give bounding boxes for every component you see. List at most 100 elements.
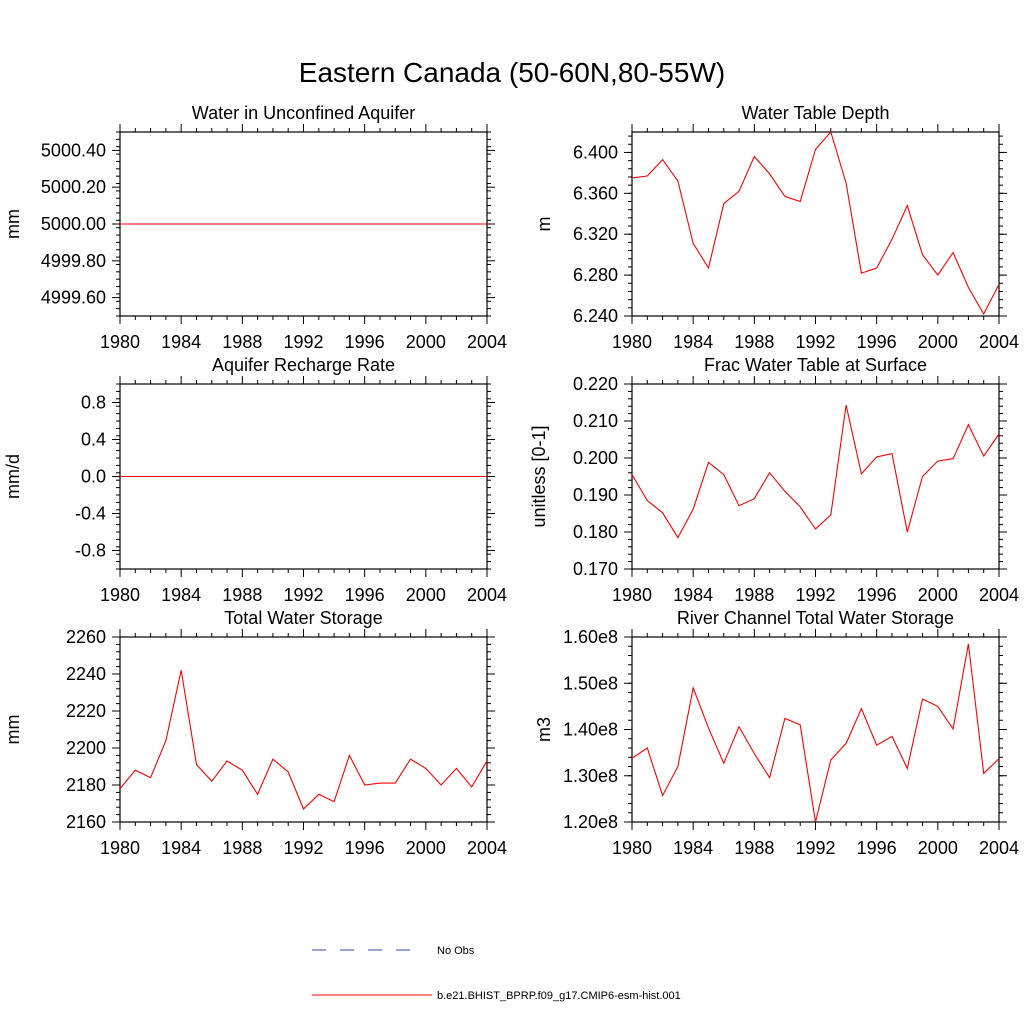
x-tick-label: 1988 (734, 585, 774, 605)
y-tick-label: 6.240 (573, 306, 618, 326)
x-tick-label: 1980 (100, 838, 140, 858)
y-tick-label: 1.40e8 (563, 720, 618, 740)
y-tick-label: 2160 (66, 812, 106, 832)
y-tick-label: 2260 (66, 627, 106, 647)
panel-title: Water Table Depth (741, 103, 889, 123)
x-tick-label: 1992 (283, 585, 323, 605)
y-tick-label: 0.8 (81, 393, 106, 413)
x-tick-label: 2000 (406, 838, 446, 858)
panel-title: Water in Unconfined Aquifer (192, 103, 415, 123)
x-tick-label: 1992 (283, 332, 323, 352)
y-axis-label: unitless [0-1] (529, 425, 549, 527)
x-tick-label: 1996 (857, 838, 897, 858)
y-tick-label: 0.210 (573, 411, 618, 431)
series-line (119, 670, 488, 810)
panel-aquifer-recharge-rate: Aquifer Recharge Rate mm/d 1980 1984 1988 199… (3, 355, 507, 605)
x-tick-label: 2004 (467, 332, 507, 352)
x-tick-label: 2000 (918, 332, 958, 352)
x-tick-label: 1984 (161, 585, 201, 605)
legend: No Obs b.e21.BHIST_BPRP.f09_g17.CMIP6-es… (312, 945, 681, 1002)
y-tick-label: 5000.00 (41, 214, 106, 234)
y-tick-label: 1.50e8 (563, 673, 618, 693)
x-tick-label: 2004 (467, 585, 507, 605)
plot-frame (631, 383, 1000, 570)
panel-title: Total Water Storage (224, 608, 382, 628)
y-axis-label: m3 (534, 717, 554, 742)
x-tick-label: 1996 (345, 585, 385, 605)
series-line (631, 130, 1000, 316)
panel-water-table-depth: Water Table Depth m 1980 1984 1988 1992 1996 20… (534, 103, 1019, 352)
x-tick-label: 1988 (222, 585, 262, 605)
y-axis-label: mm/d (3, 454, 23, 499)
x-tick-label: 1984 (673, 332, 713, 352)
legend-label-no-obs: No Obs (437, 945, 475, 957)
y-tick-label: 1.20e8 (563, 812, 618, 832)
y-tick-label: 5000.40 (41, 140, 106, 160)
x-tick-label: 1988 (222, 838, 262, 858)
x-tick-label: 2004 (979, 838, 1019, 858)
panel-title: Aquifer Recharge Rate (212, 355, 395, 375)
y-tick-label: 1.60e8 (563, 627, 618, 647)
figure-title: Eastern Canada (50-60N,80-55W) (299, 57, 725, 88)
y-tick-label: 2180 (66, 775, 106, 795)
y-tick-label: 1.30e8 (563, 766, 618, 786)
y-tick-label: 2220 (66, 701, 106, 721)
plot-frame (119, 636, 488, 823)
panel-total-water-storage: Total Water Storage mm 1980 1984 1988 1992 199… (3, 608, 507, 858)
x-tick-label: 1984 (161, 838, 201, 858)
y-tick-label: -0.4 (75, 504, 106, 524)
y-tick-label: 6.280 (573, 265, 618, 285)
x-tick-label: 2000 (406, 332, 446, 352)
x-tick-label: 1992 (795, 332, 835, 352)
y-tick-label: 6.360 (573, 183, 618, 203)
plot-frame (631, 131, 1000, 317)
panel-title: Frac Water Table at Surface (704, 355, 927, 375)
x-tick-label: 1996 (857, 332, 897, 352)
x-tick-label: 2004 (979, 585, 1019, 605)
x-tick-label: 1992 (795, 838, 835, 858)
x-tick-label: 1996 (345, 332, 385, 352)
x-tick-label: 1980 (612, 332, 652, 352)
x-tick-label: 1992 (795, 585, 835, 605)
y-tick-label: 0.4 (81, 430, 106, 450)
y-tick-label: 2200 (66, 738, 106, 758)
y-tick-label: 4999.60 (41, 288, 106, 308)
x-tick-label: 2000 (918, 585, 958, 605)
x-tick-label: 1996 (345, 838, 385, 858)
y-axis-label: m (534, 217, 554, 232)
x-tick-label: 1984 (673, 585, 713, 605)
x-tick-label: 2004 (979, 332, 1019, 352)
y-tick-label: 2240 (66, 664, 106, 684)
x-tick-label: 1996 (857, 585, 897, 605)
y-tick-label: 0.0 (81, 467, 106, 487)
y-tick-label: 0.180 (573, 522, 618, 542)
y-tick-label: 0.220 (573, 374, 618, 394)
y-axis-label: mm (3, 209, 23, 239)
plot-frame (631, 636, 1000, 823)
x-tick-label: 1988 (734, 838, 774, 858)
y-tick-label: 6.400 (573, 142, 618, 162)
x-tick-label: 1980 (100, 332, 140, 352)
x-tick-label: 1988 (222, 332, 262, 352)
x-tick-label: 1984 (673, 838, 713, 858)
series-line (631, 643, 1000, 823)
legend-label-model-run: b.e21.BHIST_BPRP.f09_g17.CMIP6-esm-hist.… (437, 990, 681, 1002)
x-tick-label: 2000 (918, 838, 958, 858)
panel-river-channel-total-water-storage: River Channel Total Water Storage m3 1980 1… (534, 608, 1019, 858)
x-tick-label: 2000 (406, 585, 446, 605)
y-tick-label: 0.200 (573, 448, 618, 468)
y-tick-label: 0.190 (573, 485, 618, 505)
panel-frac-water-table-at-surface: Frac Water Table at Surface unitless [0-1… (529, 355, 1019, 605)
x-tick-label: 1980 (612, 585, 652, 605)
y-tick-label: 4999.80 (41, 251, 106, 271)
x-tick-label: 1992 (283, 838, 323, 858)
x-tick-label: 1980 (100, 585, 140, 605)
panel-water-in-unconfined-aquifer: Water in Unconfined Aquifer mm 1980 1984 198… (3, 103, 507, 352)
y-tick-label: 6.320 (573, 224, 618, 244)
series-line (631, 404, 1000, 539)
panel-title: River Channel Total Water Storage (677, 608, 954, 628)
y-tick-label: 0.170 (573, 559, 618, 579)
y-tick-label: -0.8 (75, 541, 106, 561)
